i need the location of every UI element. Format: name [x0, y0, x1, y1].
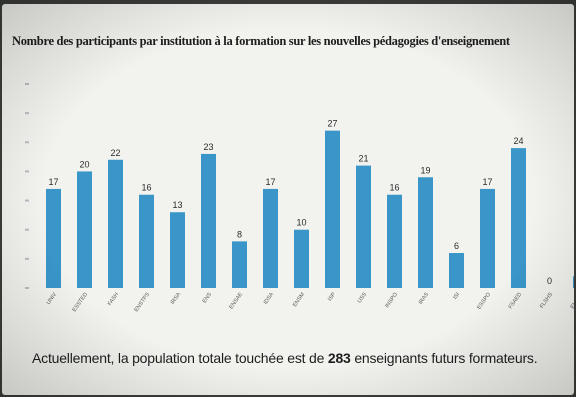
bar-ensae: [232, 241, 247, 288]
data-label: 13: [172, 200, 182, 210]
bar-idsa: [263, 189, 278, 288]
x-tick-label: ENSAE: [229, 291, 245, 310]
data-label: 16: [389, 183, 399, 193]
y-tick-mark: [25, 112, 29, 114]
x-tick-label: UNIV: [46, 291, 59, 305]
slide-projection: Nombre des participants par institution …: [2, 4, 574, 395]
x-tick-label: INSPO: [384, 291, 399, 309]
bar-isi: [449, 253, 464, 288]
x-tick-label: ESSPO: [476, 291, 492, 311]
x-tick-label: FLSHS: [539, 291, 554, 309]
x-tick-label: ISI: [452, 291, 461, 300]
data-label: 24: [513, 136, 523, 146]
bar-ens: [201, 154, 216, 288]
y-tick-mark: [25, 258, 29, 260]
footer-summary: Actuellement, la population totale touch…: [32, 350, 537, 366]
bar-ensts: [573, 276, 574, 288]
bar-essted: [77, 171, 92, 288]
footer-suffix: enseignants futurs formateurs.: [351, 350, 538, 366]
bar-esspo: [480, 189, 495, 288]
bar-fsaed: [511, 148, 526, 288]
data-label: 19: [420, 165, 430, 175]
data-label: 20: [79, 159, 89, 169]
x-tick-label: FSAED: [508, 292, 523, 310]
data-label: 6: [454, 241, 459, 251]
x-tick-label: IDSA: [263, 291, 275, 305]
data-label: 8: [237, 229, 242, 239]
data-label: 17: [48, 177, 58, 187]
y-axis: [25, 83, 29, 289]
bar-fash: [108, 160, 123, 288]
footer-total: 283: [328, 350, 351, 366]
bar-enstps: [139, 195, 154, 288]
footer-prefix: Actuellement, la population totale touch…: [32, 350, 328, 366]
bars-group: [46, 131, 574, 288]
x-tick-label: ENS: [202, 291, 214, 304]
data-label: 23: [203, 142, 213, 152]
data-label: 27: [327, 119, 337, 129]
x-tick-label: ENSTPS: [134, 291, 152, 313]
data-label: 17: [265, 177, 275, 187]
bar-ensm: [294, 230, 309, 288]
y-tick-mark: [25, 83, 29, 85]
x-tick-label: ESSTED: [72, 292, 90, 313]
bar-inspo: [387, 195, 402, 288]
x-tick-label: ENSM: [292, 291, 306, 308]
y-tick-mark: [25, 200, 29, 202]
x-tick-label: IRAS: [418, 291, 430, 305]
y-tick-mark: [25, 287, 29, 289]
bar-uss: [356, 166, 371, 288]
data-label: 16: [141, 183, 151, 193]
data-label: 0: [547, 276, 552, 286]
data-label: 17: [482, 177, 492, 187]
x-tick-label: ISP: [327, 291, 337, 302]
x-tick-labels-group: UNIV ESSTED FASH ENSTPS IRSA ENS ENSAE IDSA ENSM…: [46, 291, 574, 313]
x-tick-label: ENSTS: [570, 291, 574, 310]
data-labels-group: 17202216132381710272116196172402: [48, 119, 574, 286]
bar-chart: 17202216132381710272116196172402 UNIVESS…: [2, 4, 574, 344]
bar-irsa: [170, 212, 185, 288]
data-label: 21: [358, 154, 368, 164]
bar-isp: [325, 131, 340, 288]
x-tick-label: FASH: [107, 292, 120, 307]
bar-univ: [46, 189, 61, 288]
x-tick-label: IRSA: [170, 291, 182, 305]
data-label: 10: [296, 218, 306, 228]
bar-iras: [418, 177, 433, 288]
x-tick-label: USS: [357, 291, 369, 304]
y-tick-mark: [25, 141, 29, 143]
y-tick-mark: [25, 170, 29, 172]
data-label: 22: [110, 148, 120, 158]
y-tick-mark: [25, 229, 29, 231]
